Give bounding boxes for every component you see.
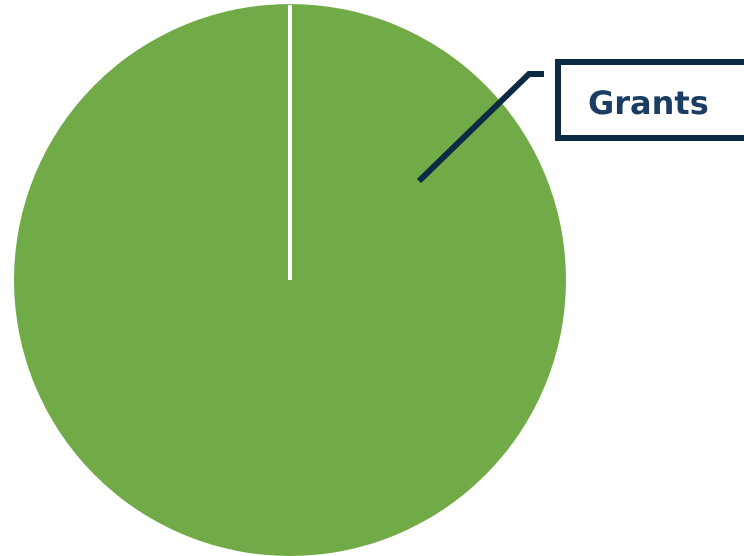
callout-box [555,59,744,141]
slice-label-grants: Grants [588,84,709,122]
callout-leader-line [416,71,544,184]
